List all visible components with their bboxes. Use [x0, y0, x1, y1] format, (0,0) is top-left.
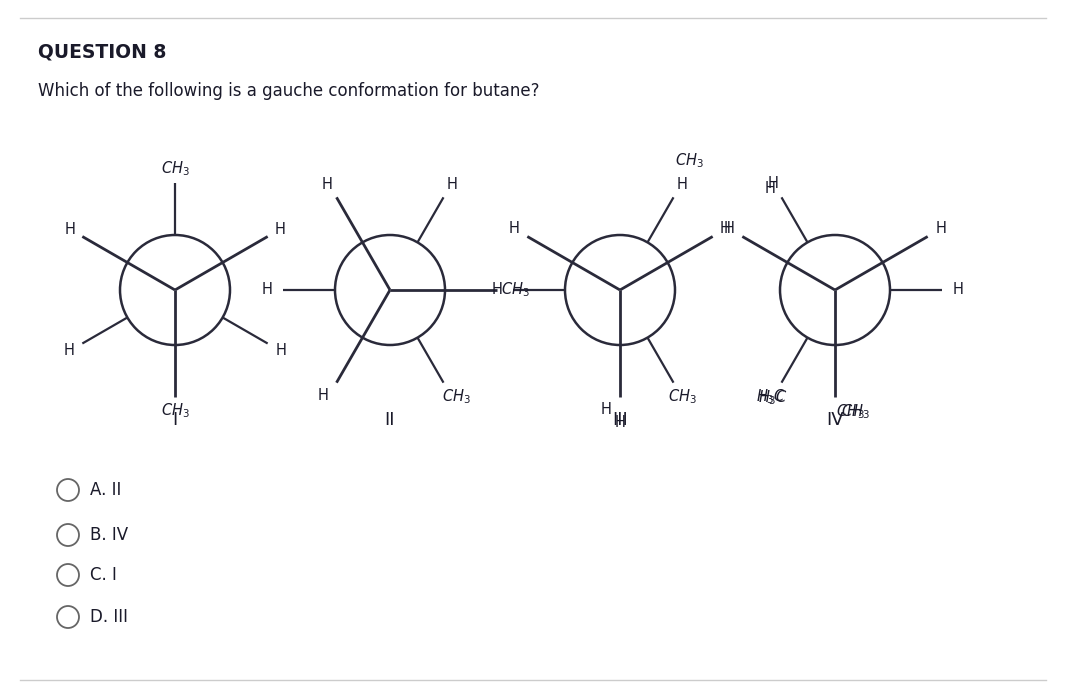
Text: $CH_3$: $CH_3$	[841, 403, 870, 422]
Text: H: H	[615, 415, 626, 430]
Text: $CH_3$: $CH_3$	[501, 281, 530, 299]
Text: A. II: A. II	[90, 481, 122, 499]
Text: H: H	[261, 283, 273, 297]
Text: II: II	[385, 411, 395, 429]
Text: H: H	[447, 177, 458, 192]
Text: QUESTION 8: QUESTION 8	[38, 42, 166, 61]
Text: $CH_3$: $CH_3$	[675, 151, 704, 170]
Text: H: H	[677, 177, 688, 192]
Text: H: H	[276, 343, 287, 358]
Text: $CH_3$: $CH_3$	[668, 387, 697, 406]
Text: H: H	[63, 343, 75, 358]
Text: H: H	[953, 283, 964, 297]
Text: $H_3C$: $H_3C$	[758, 388, 789, 407]
Text: H: H	[720, 221, 731, 236]
Text: Which of the following is a gauche conformation for butane?: Which of the following is a gauche confo…	[38, 82, 539, 100]
Text: H: H	[508, 221, 519, 236]
Text: I: I	[173, 411, 178, 429]
Text: H: H	[600, 403, 612, 417]
Text: $CH_3$: $CH_3$	[836, 403, 865, 422]
Text: C. I: C. I	[90, 566, 117, 584]
Text: H: H	[723, 221, 734, 236]
Text: H: H	[275, 222, 286, 237]
Text: H: H	[936, 221, 947, 236]
Text: $CH_3$: $CH_3$	[161, 160, 190, 179]
Text: B. IV: B. IV	[90, 526, 128, 544]
Text: III: III	[612, 411, 628, 429]
Text: IV: IV	[826, 411, 844, 429]
Text: $H_3C$: $H_3C$	[757, 387, 787, 406]
Text: H: H	[765, 181, 776, 196]
Text: H: H	[491, 283, 502, 297]
Text: H: H	[64, 222, 75, 237]
Text: H: H	[769, 176, 779, 191]
Text: D. III: D. III	[90, 608, 128, 626]
Text: $CH_3$: $CH_3$	[442, 387, 471, 406]
Text: H: H	[322, 177, 333, 192]
Text: $CH_3$: $CH_3$	[161, 401, 190, 420]
Text: H: H	[318, 388, 329, 403]
